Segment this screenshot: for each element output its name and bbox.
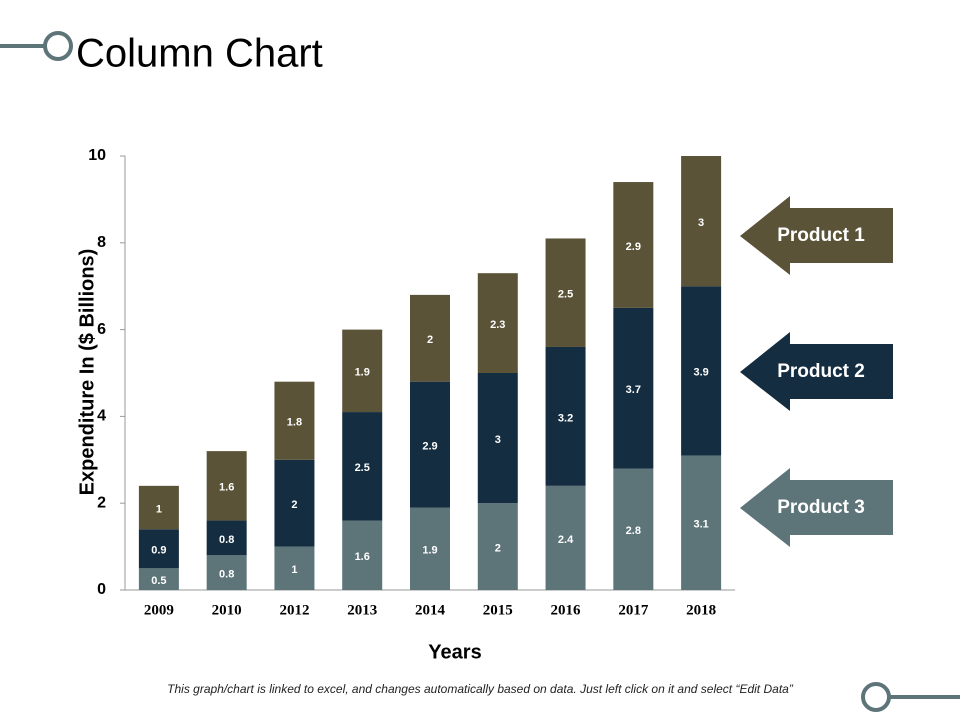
x-tick-label: 2015 [483, 602, 513, 618]
y-tick-label: 2 [97, 494, 106, 511]
bar-segment [410, 507, 450, 590]
decor-circle [43, 31, 73, 61]
bar-segment [274, 381, 315, 460]
x-tick-label: 2018 [686, 602, 716, 618]
legend-label: Product 1 [777, 225, 865, 246]
bar-segment [342, 412, 383, 521]
x-tick-label: 2009 [144, 602, 174, 618]
x-tick-label: 2012 [279, 602, 309, 618]
data-label: 0.8 [219, 569, 234, 581]
x-tick-label: 2010 [212, 602, 242, 618]
bar-segment [545, 485, 586, 590]
data-label: 1.6 [219, 482, 234, 494]
data-label: 2 [495, 543, 501, 555]
y-tick-label: 4 [97, 408, 106, 425]
legend-arrow [740, 196, 893, 275]
data-label: 0.8 [219, 534, 234, 546]
x-axis-title: Years [428, 641, 481, 663]
data-label: 2 [291, 499, 297, 511]
data-label: 1.8 [287, 417, 302, 429]
data-label: 3.1 [693, 519, 708, 531]
data-label: 3.2 [558, 412, 573, 424]
y-tick-label: 0 [97, 581, 106, 598]
bar-segment [138, 485, 179, 530]
x-tick-label: 2014 [415, 602, 446, 618]
bar-segment [681, 455, 722, 590]
data-label: 1 [291, 564, 297, 576]
x-tick-label: 2016 [551, 602, 582, 618]
data-label: 1.9 [422, 545, 437, 557]
data-label: 2.5 [558, 289, 573, 301]
footer-note: This graph/chart is linked to excel, and… [167, 682, 794, 696]
slide-title: Column Chart [76, 32, 323, 76]
bar-segment [613, 307, 654, 469]
y-tick-label: 10 [88, 147, 106, 164]
data-label: 2.9 [422, 441, 437, 453]
bar-segment [138, 529, 179, 569]
data-label: 1 [156, 503, 162, 515]
data-label: 0.9 [151, 545, 166, 557]
bar-segment [681, 156, 722, 287]
y-axis-title: Expenditure In ($ Billions) [76, 249, 98, 496]
bar-segment [681, 286, 722, 456]
bar-segment [545, 346, 586, 486]
data-label: 3 [495, 434, 501, 446]
y-tick-label: 8 [97, 234, 106, 251]
data-label: 0.5 [151, 575, 166, 587]
bar-segment [410, 381, 450, 508]
legend-arrow [740, 468, 893, 547]
bar-segment [206, 555, 247, 590]
bar-segment [477, 273, 518, 373]
bar-segment [206, 451, 247, 521]
bar-segment [613, 182, 654, 308]
data-label: 2.3 [490, 319, 505, 331]
bar-segment [274, 546, 315, 590]
bar-segment [613, 468, 654, 590]
decor-circle [861, 682, 891, 712]
legend-arrow [740, 332, 893, 411]
legend-label: Product 2 [777, 361, 865, 382]
data-label: 2.5 [355, 462, 370, 474]
data-label: 2 [427, 334, 433, 346]
x-tick-label: 2017 [618, 602, 649, 618]
data-label: 3.9 [693, 367, 708, 379]
data-label: 2.4 [558, 534, 574, 546]
bar-segment [477, 503, 518, 590]
data-label: 3 [698, 217, 704, 229]
data-label: 1.6 [355, 551, 370, 563]
x-tick-label: 2013 [347, 602, 377, 618]
bar-segment [206, 520, 247, 556]
bar-segment [477, 373, 518, 504]
data-label: 3.7 [626, 384, 641, 396]
bar-segment [138, 568, 179, 590]
data-label: 2.8 [626, 525, 641, 537]
bar-segment [545, 238, 586, 347]
y-tick-label: 6 [97, 321, 106, 338]
legend-label: Product 3 [777, 497, 865, 518]
bar-segment [410, 294, 450, 382]
bar-segment [274, 459, 315, 547]
bar-segment [342, 520, 383, 590]
data-label: 2.9 [626, 241, 641, 253]
data-label: 1.9 [355, 367, 370, 379]
bar-segment [342, 329, 383, 413]
